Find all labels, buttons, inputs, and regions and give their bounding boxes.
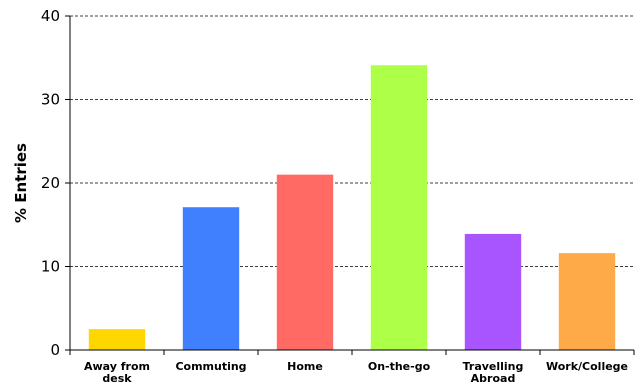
x-tick-label: On-the-go: [368, 360, 431, 373]
bar: [276, 174, 334, 350]
y-tick-label: 20: [41, 174, 60, 192]
y-tick-label: 0: [50, 341, 60, 359]
bar: [370, 65, 428, 350]
y-tick-label: 30: [41, 91, 60, 109]
x-tick-labels: Away from desk Commuting Home On-the-go Trave…: [84, 360, 628, 385]
bars: [88, 65, 616, 350]
x-tick-label: Work/College: [546, 360, 628, 373]
gridlines: [70, 15, 634, 267]
y-axis-title: % Entries: [12, 143, 30, 223]
y-tick-labels: 0 10 20 30 40: [41, 7, 60, 359]
y-tick-label: 10: [41, 258, 60, 276]
bar: [464, 233, 522, 350]
x-tick-label: Home: [287, 360, 323, 373]
x-tick-label: Travelling Abroad: [463, 360, 524, 385]
x-tick-label: Commuting: [175, 360, 246, 373]
x-tick-label: Away from desk: [84, 360, 150, 385]
bar: [182, 207, 240, 350]
bar: [558, 253, 616, 350]
bar: [88, 329, 146, 350]
axes: [65, 15, 635, 355]
y-tick-label: 40: [41, 7, 60, 25]
